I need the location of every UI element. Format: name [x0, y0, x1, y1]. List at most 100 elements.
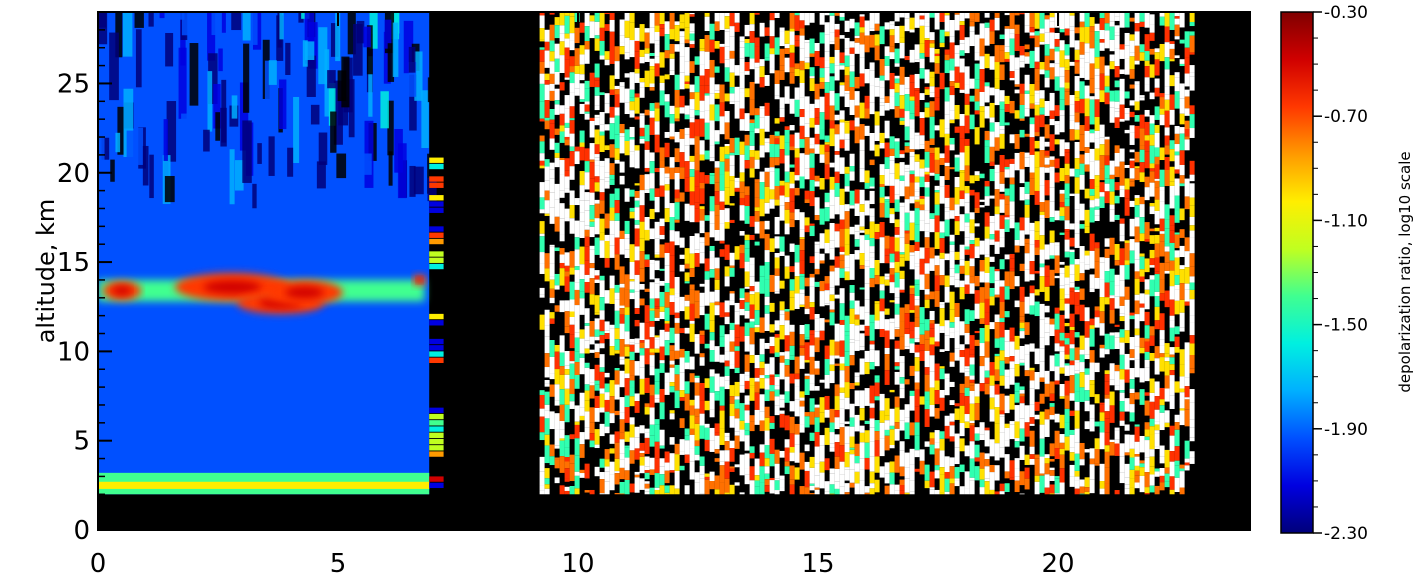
- noise-cell: [1004, 217, 1010, 220]
- noise-cell: [639, 49, 645, 57]
- noise-cell: [644, 254, 650, 260]
- noise-cell: [749, 12, 755, 25]
- noise-cell: [579, 212, 585, 222]
- noise-cell: [1164, 353, 1170, 358]
- noise-cell: [1184, 128, 1190, 137]
- noise-cell: [549, 340, 555, 357]
- noise-cell: [1124, 240, 1130, 243]
- noise-cell: [894, 366, 900, 370]
- noise-cell: [829, 265, 835, 272]
- noise-cell: [724, 312, 730, 317]
- noise-cell: [1119, 248, 1125, 266]
- noise-cell: [1139, 435, 1145, 453]
- noise-cell: [1134, 226, 1140, 243]
- noise-cell: [1034, 31, 1040, 36]
- noise-cell: [689, 399, 695, 406]
- noise-cell: [539, 394, 545, 409]
- noise-cell: [584, 236, 590, 247]
- noise-cell: [684, 272, 690, 282]
- noise-cell: [894, 234, 900, 238]
- noise-cell: [949, 20, 955, 37]
- noise-cell: [964, 12, 970, 19]
- noise-cell: [1019, 118, 1025, 121]
- noise-cell: [1049, 230, 1055, 243]
- noise-cell: [1019, 386, 1025, 390]
- noise-cell: [804, 277, 810, 287]
- noise-cell: [559, 404, 565, 421]
- noise-cell: [854, 250, 860, 260]
- noise-cell: [814, 446, 820, 464]
- noise-cell: [584, 161, 590, 173]
- noise-cell: [744, 24, 750, 37]
- noise-cell: [1159, 97, 1165, 109]
- noise-cell: [649, 259, 655, 264]
- noise-cell: [899, 409, 905, 421]
- noise-cell: [1019, 12, 1025, 15]
- noise-cell: [929, 320, 935, 324]
- noise-cell: [729, 203, 735, 206]
- noise-cell: [559, 456, 565, 473]
- noise-cell: [584, 384, 590, 391]
- noise-cell: [954, 216, 960, 222]
- noise-cell: [1179, 113, 1185, 125]
- noise-cell: [744, 335, 750, 352]
- noise-cell: [1164, 361, 1170, 376]
- noise-cell: [1069, 115, 1075, 121]
- noise-cell: [754, 197, 760, 208]
- noise-cell: [899, 117, 905, 121]
- noise-cell: [879, 183, 885, 187]
- noise-cell: [744, 422, 750, 431]
- noise-cell: [1039, 456, 1045, 474]
- noise-cell: [994, 394, 1000, 408]
- noise-cell: [1174, 422, 1180, 430]
- noise-cell: [1119, 90, 1125, 105]
- noise-cell: [879, 175, 885, 184]
- noise-cell: [634, 93, 640, 98]
- noise-cell: [839, 370, 845, 388]
- noise-cell: [984, 383, 990, 395]
- noise-cell: [779, 205, 785, 221]
- noise-cell: [944, 211, 950, 220]
- noise-cell: [609, 346, 615, 356]
- noise-cell: [904, 12, 910, 19]
- noise-cell: [1049, 470, 1055, 476]
- colorbar-tick-label: -0.70: [1324, 107, 1368, 127]
- noise-cell: [779, 97, 785, 109]
- noise-cell: [589, 15, 595, 22]
- noise-cell: [979, 356, 985, 367]
- background-streak: [178, 47, 187, 119]
- column-cell: [429, 163, 444, 170]
- noise-cell: [964, 115, 970, 134]
- noise-cell: [1109, 160, 1115, 175]
- noise-cell: [1009, 177, 1015, 185]
- noise-cell: [564, 447, 570, 458]
- noise-cell: [1149, 279, 1155, 297]
- noise-cell: [584, 411, 590, 428]
- noise-cell: [809, 411, 815, 425]
- noise-cell: [1004, 122, 1010, 126]
- noise-cell: [1074, 90, 1080, 98]
- noise-cell: [754, 115, 760, 129]
- noise-cell: [744, 39, 750, 44]
- noise-cell: [1139, 172, 1145, 182]
- noise-cell: [794, 434, 800, 445]
- noise-cell: [1184, 409, 1190, 427]
- noise-cell: [999, 322, 1005, 338]
- noise-cell: [994, 465, 1000, 481]
- noise-cell: [634, 27, 640, 41]
- noise-cell: [1064, 82, 1070, 89]
- noise-cell: [764, 417, 770, 431]
- noise-cell: [594, 160, 600, 166]
- noise-cell: [619, 439, 625, 454]
- noise-cell: [574, 332, 580, 338]
- noise-cell: [924, 102, 930, 108]
- noise-cell: [1114, 430, 1120, 440]
- noise-cell: [564, 374, 570, 389]
- noise-cell: [694, 337, 700, 354]
- noise-cell: [769, 12, 775, 21]
- noise-cell: [1049, 156, 1055, 160]
- noise-cell: [1129, 158, 1135, 161]
- noise-cell: [1089, 233, 1095, 251]
- noise-cell: [1159, 233, 1165, 242]
- noise-cell: [1154, 296, 1160, 307]
